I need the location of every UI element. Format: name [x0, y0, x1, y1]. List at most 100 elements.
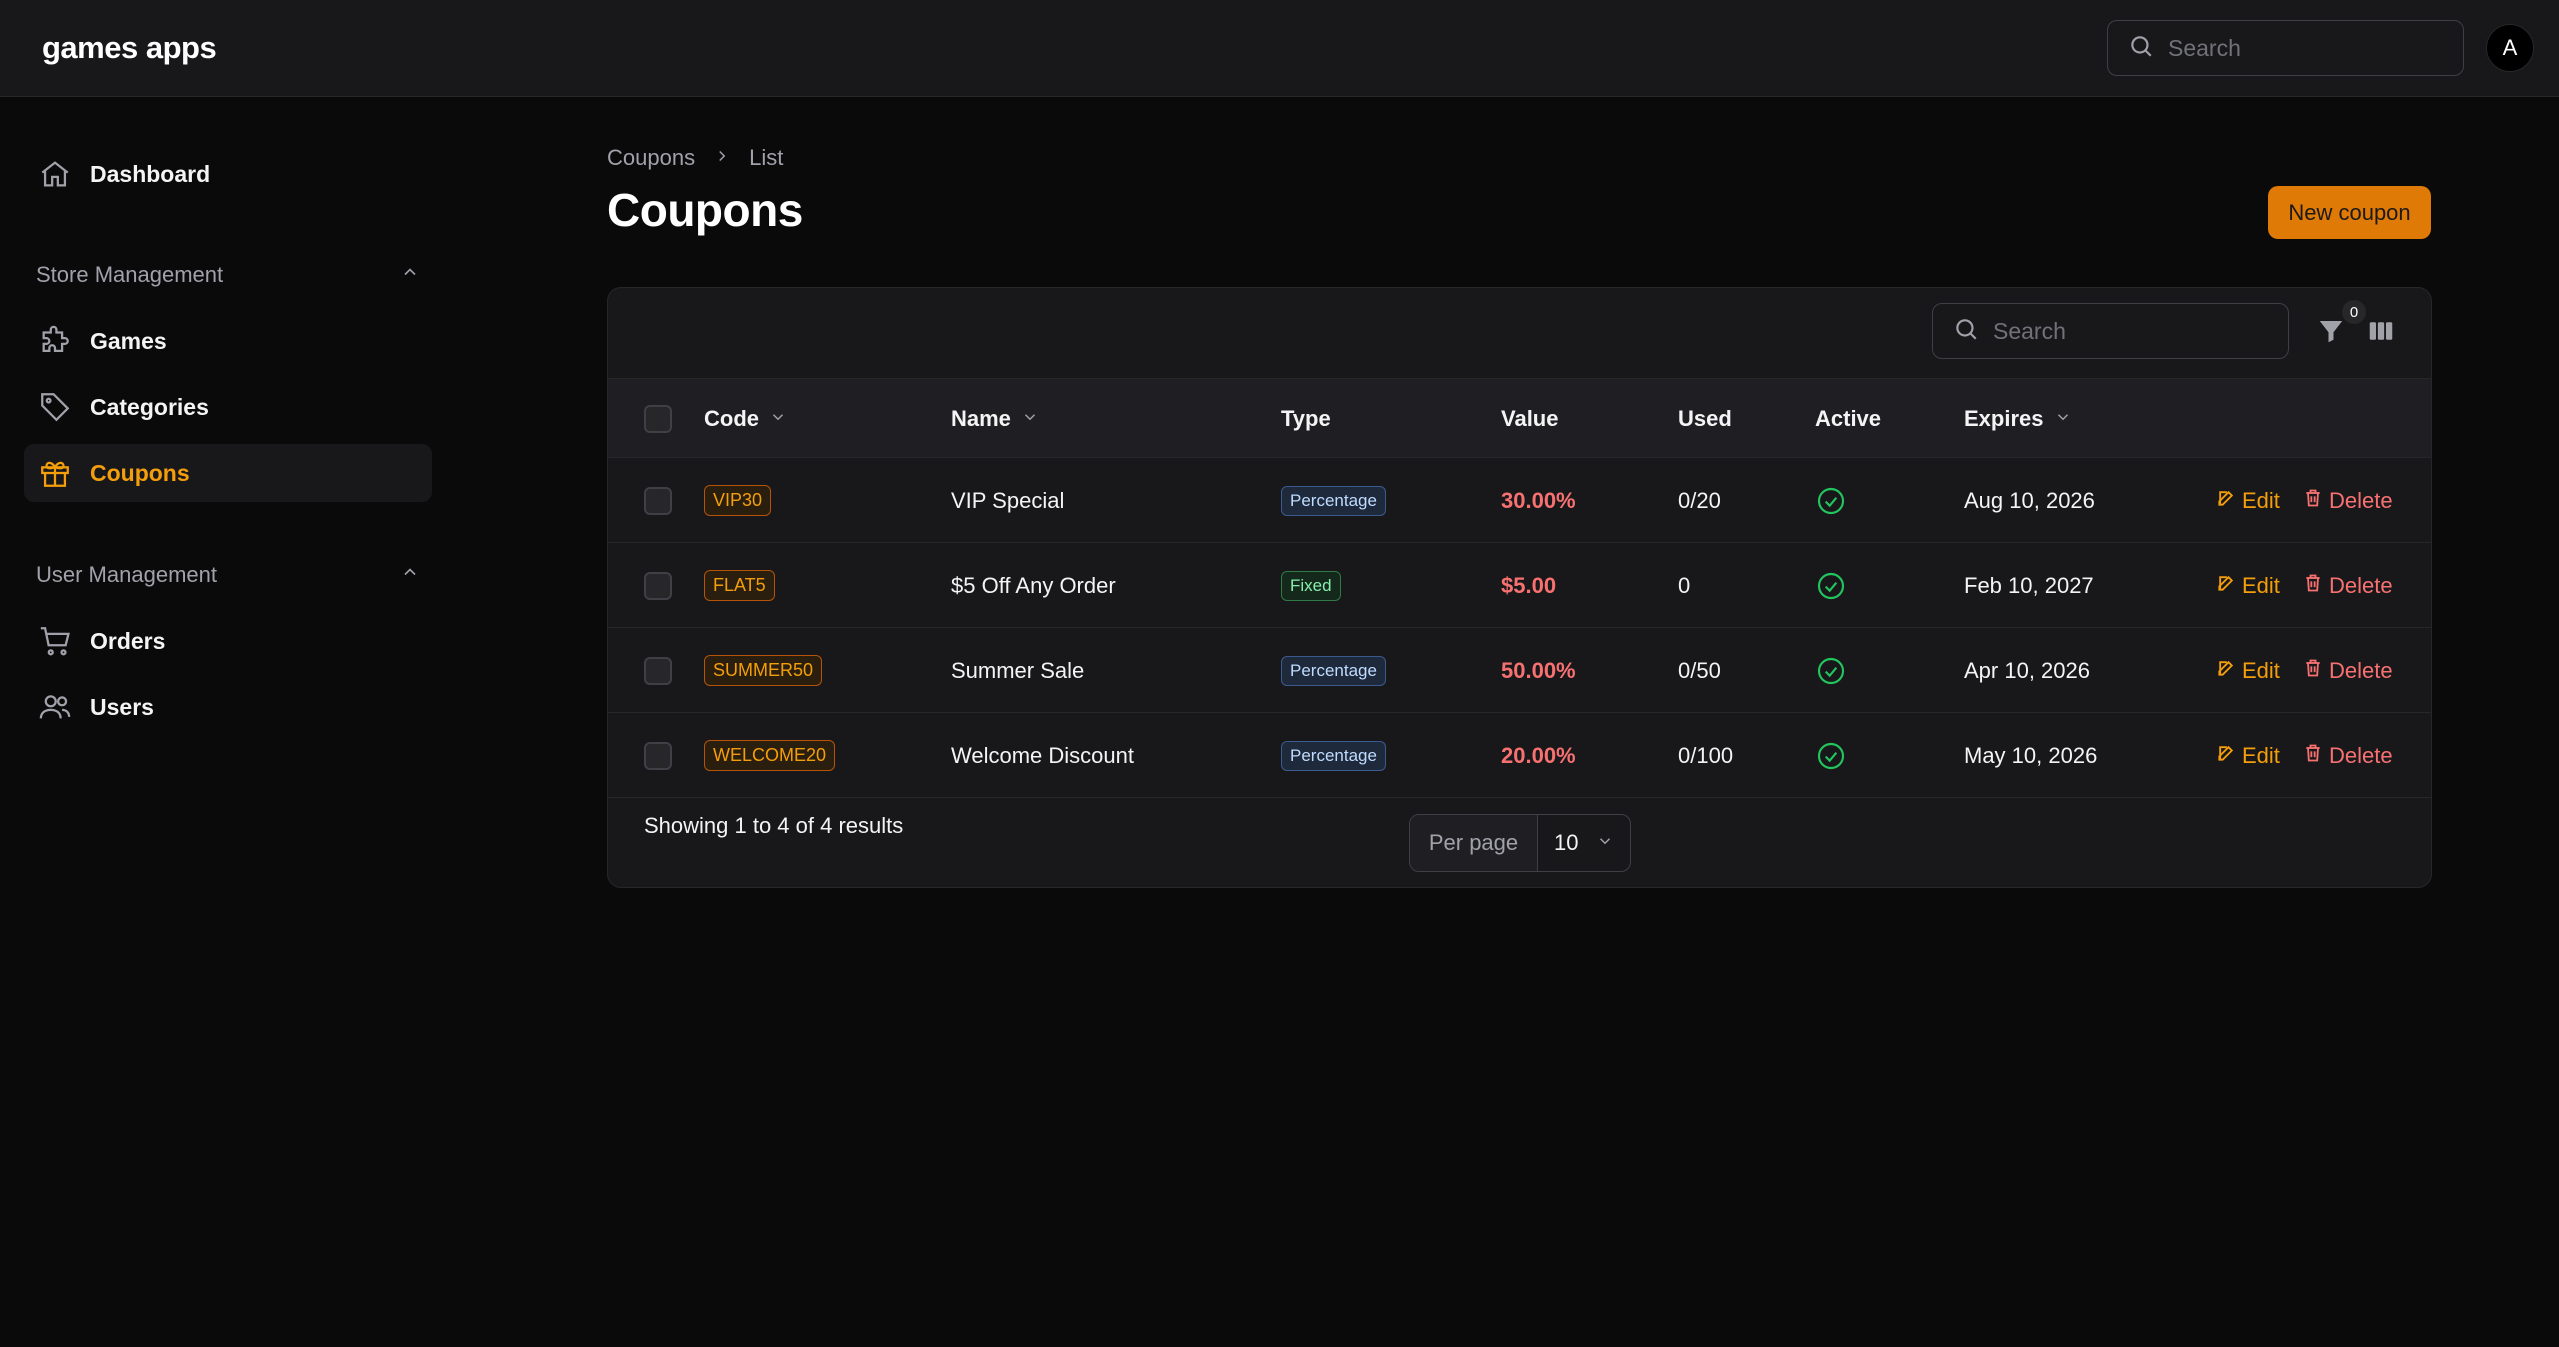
- coupon-value: 20.00%: [1501, 742, 1576, 768]
- sidebar-item-label: Dashboard: [90, 160, 211, 187]
- delete-label: Delete: [2329, 657, 2393, 683]
- per-page-label: Per page: [1410, 815, 1538, 871]
- columns-icon: [2366, 322, 2396, 350]
- coupon-value: 50.00%: [1501, 657, 1576, 683]
- sidebar-item-orders[interactable]: Orders: [24, 612, 432, 670]
- column-name[interactable]: Name: [951, 379, 1039, 459]
- coupon-used: 0/100: [1678, 742, 1734, 768]
- row-checkbox[interactable]: [644, 656, 672, 685]
- chevron-down-icon: [1021, 406, 1039, 432]
- delete-button[interactable]: Delete: [2303, 573, 2393, 599]
- breadcrumb-current: List: [749, 145, 784, 170]
- puzzle-icon: [38, 324, 72, 358]
- table-row[interactable]: FLAT5 $5 Off Any Order Fixed $5.00 0 Feb…: [608, 543, 2431, 628]
- page-title: Coupons: [607, 184, 803, 236]
- sidebar-item-users[interactable]: Users: [24, 678, 432, 736]
- active-check-icon: [1815, 543, 1847, 628]
- breadcrumb-parent[interactable]: Coupons: [607, 145, 696, 170]
- delete-label: Delete: [2329, 742, 2393, 768]
- chevron-up-icon: [400, 562, 420, 588]
- top-bar: games apps A: [0, 0, 2559, 97]
- edit-label: Edit: [2242, 742, 2280, 768]
- coupon-used: 0/20: [1678, 487, 1721, 513]
- tag-icon: [38, 390, 72, 424]
- chevron-down-icon: [2054, 406, 2072, 432]
- coupons-table-panel: 0 Code Name Type Value Used Active Expir…: [607, 287, 2432, 888]
- column-expires[interactable]: Expires: [1964, 379, 2072, 459]
- delete-label: Delete: [2329, 487, 2393, 513]
- avatar[interactable]: A: [2486, 24, 2534, 72]
- coupon-code-badge: WELCOME20: [704, 740, 836, 771]
- coupon-expires: May 10, 2026: [1964, 742, 2098, 768]
- table-row[interactable]: WELCOME20 Welcome Discount Percentage 20…: [608, 713, 2431, 798]
- coupon-code-badge: VIP30: [704, 485, 772, 516]
- search-icon: [1953, 316, 1979, 347]
- chevron-up-icon: [400, 262, 420, 288]
- delete-button[interactable]: Delete: [2303, 658, 2393, 684]
- global-search[interactable]: [2107, 20, 2464, 76]
- group-user-management[interactable]: User Management: [36, 562, 420, 588]
- coupon-name: VIP Special: [951, 487, 1065, 513]
- breadcrumb: Coupons List: [607, 145, 783, 171]
- edit-button[interactable]: Edit: [2216, 658, 2280, 684]
- per-page-dropdown[interactable]: 10: [1538, 815, 1630, 871]
- coupon-code-badge: SUMMER50: [704, 655, 823, 686]
- sidebar-item-label: Users: [90, 693, 154, 720]
- sidebar-item-label: Categories: [90, 393, 209, 420]
- sidebar-item-label: Coupons: [90, 459, 190, 486]
- coupon-code-badge: FLAT5: [704, 570, 775, 601]
- cart-icon: [38, 624, 72, 658]
- brand-logo[interactable]: games apps: [42, 30, 217, 65]
- delete-button[interactable]: Delete: [2303, 743, 2393, 769]
- row-checkbox[interactable]: [644, 571, 672, 600]
- coupon-type-badge: Fixed: [1281, 570, 1341, 601]
- sidebar-item-coupons[interactable]: Coupons: [24, 444, 432, 502]
- delete-button[interactable]: Delete: [2303, 488, 2393, 514]
- sidebar-item-categories[interactable]: Categories: [24, 378, 432, 436]
- sidebar-item-dashboard[interactable]: Dashboard: [24, 145, 432, 203]
- table-header: Code Name Type Value Used Active Expires: [608, 378, 2431, 459]
- select-all-checkbox[interactable]: [644, 405, 672, 433]
- sidebar-item-label: Orders: [90, 627, 166, 654]
- edit-icon: [2216, 488, 2236, 514]
- active-check-icon: [1815, 628, 1847, 713]
- coupon-expires: Feb 10, 2027: [1964, 572, 2094, 598]
- table-search[interactable]: [1932, 303, 2289, 359]
- per-page-value: 10: [1554, 830, 1579, 855]
- row-checkbox[interactable]: [644, 486, 672, 515]
- edit-button[interactable]: Edit: [2216, 743, 2280, 769]
- new-coupon-button[interactable]: New coupon: [2268, 186, 2431, 239]
- group-label: User Management: [36, 562, 217, 587]
- edit-button[interactable]: Edit: [2216, 573, 2280, 599]
- column-used: Used: [1678, 406, 1732, 431]
- row-checkbox[interactable]: [644, 741, 672, 770]
- coupon-name: $5 Off Any Order: [951, 572, 1116, 598]
- trash-icon: [2303, 488, 2323, 514]
- global-search-input[interactable]: [2168, 34, 2428, 62]
- trash-icon: [2303, 658, 2323, 684]
- table-search-input[interactable]: [1993, 317, 2253, 345]
- edit-button[interactable]: Edit: [2216, 488, 2280, 514]
- filter-button[interactable]: [2316, 316, 2346, 346]
- column-type: Type: [1281, 406, 1331, 431]
- edit-label: Edit: [2242, 572, 2280, 598]
- group-store-management[interactable]: Store Management: [36, 262, 420, 288]
- edit-label: Edit: [2242, 487, 2280, 513]
- coupon-value: 30.00%: [1501, 487, 1576, 513]
- per-page-select[interactable]: Per page 10: [1409, 814, 1631, 872]
- chevron-down-icon: [769, 406, 787, 432]
- home-icon: [38, 157, 72, 191]
- sidebar-item-games[interactable]: Games: [24, 312, 432, 370]
- results-summary: Showing 1 to 4 of 4 results: [644, 813, 904, 838]
- table-row[interactable]: SUMMER50 Summer Sale Percentage 50.00% 0…: [608, 628, 2431, 713]
- sidebar-item-label: Games: [90, 327, 167, 354]
- coupon-expires: Aug 10, 2026: [1964, 487, 2095, 513]
- column-label: Name: [951, 406, 1011, 431]
- table-row[interactable]: VIP30 VIP Special Percentage 30.00% 0/20…: [608, 458, 2431, 543]
- coupon-used: 0: [1678, 572, 1691, 598]
- column-code[interactable]: Code: [704, 379, 787, 459]
- column-label: Expires: [1964, 406, 2044, 431]
- columns-toggle-button[interactable]: [2366, 316, 2396, 346]
- trash-icon: [2303, 573, 2323, 599]
- chevron-down-icon: [1596, 830, 1614, 856]
